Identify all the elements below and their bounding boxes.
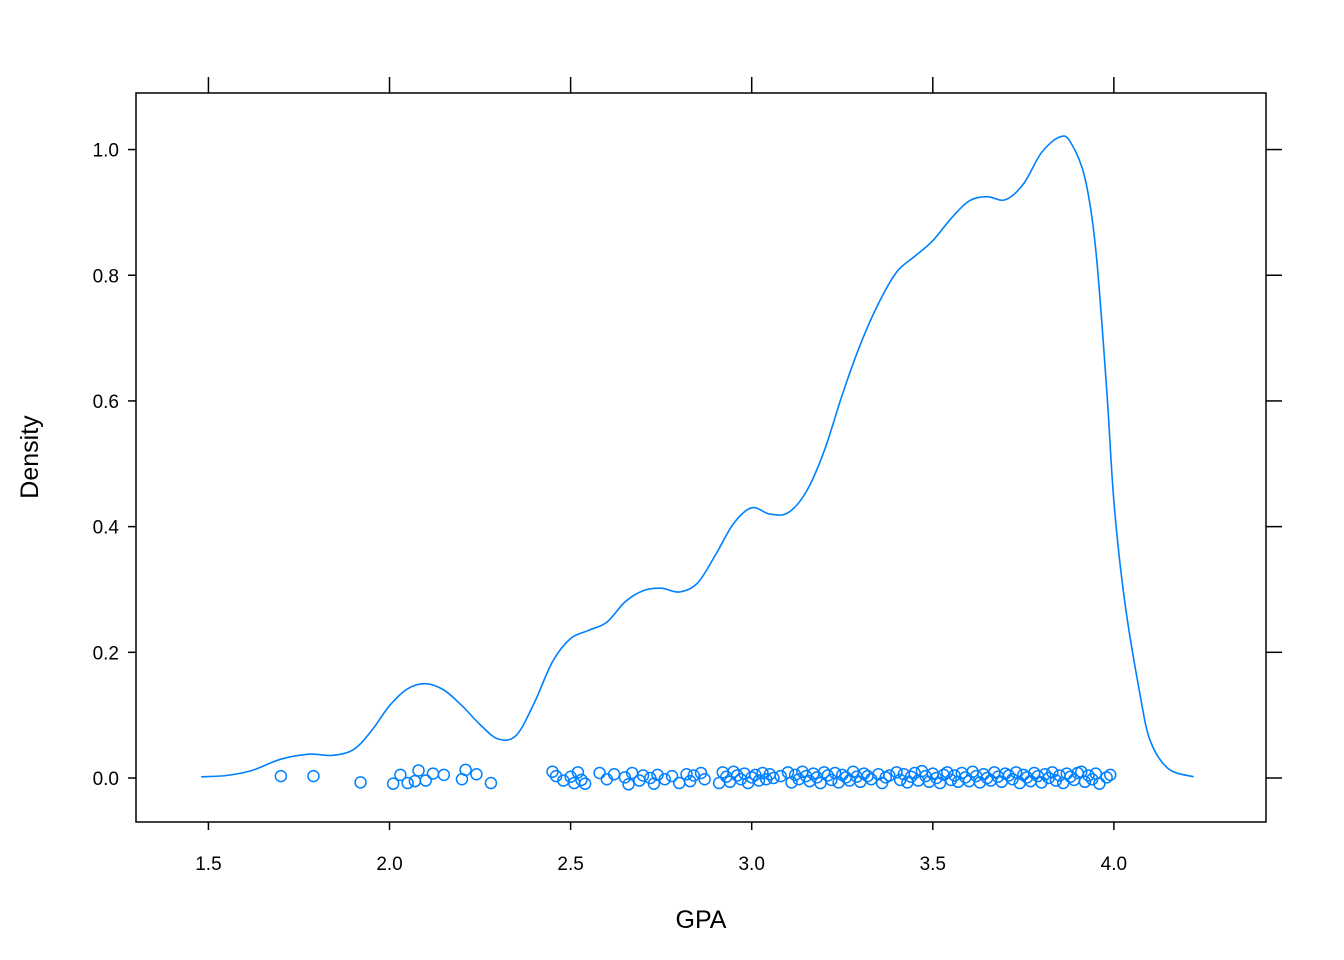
data-point — [401, 776, 414, 790]
data-point — [386, 777, 400, 790]
data-point — [730, 769, 744, 782]
data-point — [1100, 771, 1113, 784]
data-point — [1035, 776, 1048, 789]
data-point — [1104, 768, 1117, 782]
data-point — [890, 766, 903, 779]
data-point — [593, 766, 606, 780]
data-point — [712, 776, 726, 790]
x-axis-title: GPA — [676, 906, 727, 934]
data-point — [622, 778, 635, 791]
data-point — [412, 764, 425, 777]
data-point — [618, 771, 632, 784]
y-axis-title: Density — [16, 415, 44, 499]
data-point — [1009, 766, 1023, 779]
data-point — [941, 766, 954, 779]
y-tick-label: 1.0 — [93, 141, 119, 162]
data-point — [394, 768, 407, 782]
data-point — [1046, 766, 1059, 779]
data-point — [426, 767, 440, 780]
y-tick-label: 0.8 — [93, 266, 119, 287]
y-tick-label: 0.2 — [93, 643, 119, 664]
x-tick-label: 3.5 — [920, 854, 946, 875]
x-tick-label: 3.0 — [738, 854, 764, 875]
data-point — [578, 777, 592, 790]
data-point — [567, 776, 581, 790]
data-point — [437, 768, 451, 782]
y-axis: 0.0 0.2 0.4 0.6 0.8 1.0 — [93, 141, 1282, 790]
data-point — [408, 774, 422, 788]
data-point — [785, 776, 798, 789]
data-point — [1064, 770, 1077, 784]
data-point — [571, 766, 585, 779]
data-point — [767, 771, 780, 785]
data-point — [470, 767, 483, 781]
data-point — [419, 774, 432, 787]
x-tick-label: 1.5 — [195, 854, 221, 875]
data-point — [549, 769, 563, 783]
rug-points — [274, 763, 1117, 791]
data-point — [1038, 767, 1052, 781]
data-point — [658, 773, 672, 786]
data-point — [459, 763, 472, 777]
data-point — [575, 773, 588, 787]
data-point — [745, 771, 758, 784]
data-point — [484, 776, 498, 790]
data-point — [1078, 775, 1092, 789]
data-point — [1006, 773, 1019, 786]
data-point — [756, 766, 769, 780]
data-point — [698, 773, 711, 786]
data-point — [636, 769, 650, 782]
x-tick-label: 2.0 — [376, 854, 402, 875]
data-point — [1002, 769, 1016, 782]
data-point — [752, 774, 766, 787]
x-tick-label: 2.5 — [557, 854, 583, 875]
x-axis: 1.5 2.0 2.5 3.0 3.5 4.0 — [195, 77, 1127, 875]
data-point — [687, 769, 701, 782]
data-point — [883, 769, 896, 782]
y-tick-label: 0.0 — [93, 769, 119, 790]
plot-frame — [135, 92, 1267, 823]
data-point — [680, 767, 693, 781]
data-point — [904, 770, 918, 784]
y-tick-label: 0.6 — [93, 392, 119, 413]
data-point — [774, 769, 787, 783]
data-point — [825, 773, 838, 787]
data-point — [274, 769, 288, 783]
data-point — [307, 769, 320, 783]
data-point — [1082, 769, 1095, 782]
data-point — [651, 768, 664, 782]
density-curve — [201, 135, 1194, 778]
data-point — [665, 769, 679, 783]
data-point — [354, 776, 367, 789]
data-point — [1093, 777, 1106, 790]
x-tick-label: 4.0 — [1101, 854, 1127, 875]
y-tick-label: 0.4 — [93, 518, 120, 539]
data-point — [694, 766, 708, 780]
